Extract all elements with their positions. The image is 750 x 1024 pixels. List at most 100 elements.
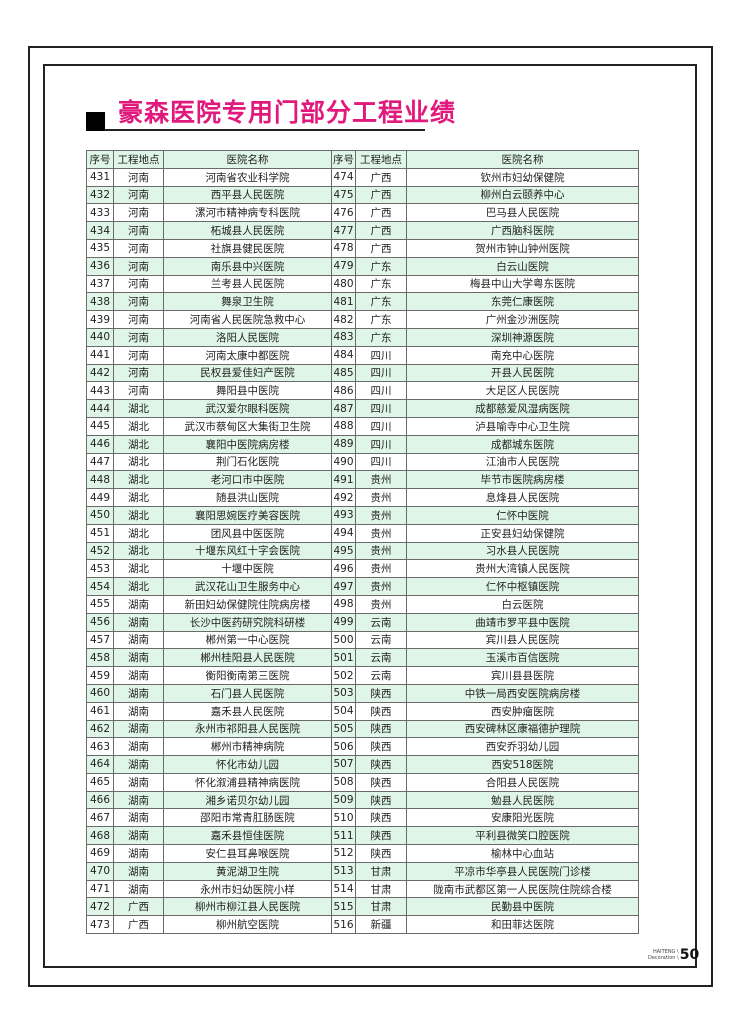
cell-seq: 449 [86, 488, 114, 507]
table-row: 435 河南 社旗县健民医院 478 广西 贺州市钟山钟州医院 [86, 238, 639, 258]
cell-hospital-name: 榆林中心血站 [406, 844, 639, 863]
cell-seq: 461 [86, 701, 114, 721]
cell-location: 湖南 [113, 612, 164, 632]
cell-location: 湖北 [113, 452, 164, 472]
cell-hospital-name: 白云山医院 [406, 256, 639, 276]
table-header-row: 序号 工程地点 医院名称 序号 工程地点 医院名称 [86, 150, 639, 169]
cell-location: 陕西 [355, 701, 407, 721]
cell-hospital-name: 郴州桂阳县人民医院 [163, 648, 332, 668]
cell-location: 广东 [355, 274, 407, 294]
cell-seq: 432 [86, 185, 114, 205]
cell-seq: 444 [86, 399, 114, 418]
cell-location: 湖北 [113, 434, 164, 454]
cell-location: 湖北 [113, 399, 164, 418]
cell-hospital-name: 深圳神源医院 [406, 327, 639, 347]
cell-hospital-name: 仁怀中枢镇医院 [406, 577, 639, 596]
cell-hospital-name: 洛阳人民医院 [163, 327, 332, 347]
cell-location: 湖南 [113, 772, 164, 792]
cell-seq: 477 [331, 221, 356, 240]
cell-hospital-name: 安康阳光医院 [406, 808, 639, 828]
cell-hospital-name: 南乐县中兴医院 [163, 256, 332, 276]
cell-hospital-name: 玉溪市百信医院 [406, 648, 639, 668]
cell-location: 陕西 [355, 844, 407, 863]
cell-hospital-name: 民权县爱佳妇产医院 [163, 363, 332, 383]
cell-hospital-name: 舞泉卫生院 [163, 292, 332, 312]
cell-location: 广西 [355, 185, 407, 205]
cell-seq: 456 [86, 612, 114, 632]
cell-location: 云南 [355, 648, 407, 668]
cell-location: 河南 [113, 363, 164, 383]
cell-location: 河南 [113, 381, 164, 401]
cell-seq: 472 [86, 897, 114, 917]
cell-hospital-name: 毕节市医院病房楼 [406, 470, 639, 490]
table-row: 460 湖南 石门县人民医院 503 陕西 中铁一局西安医院病房楼 [86, 683, 639, 703]
cell-seq: 451 [86, 523, 114, 543]
cell-location: 甘肃 [355, 861, 407, 881]
table-row: 466 湖南 湘乡诺贝尔幼儿园 509 陕西 勉县人民医院 [86, 790, 639, 810]
table-row: 462 湖南 永州市祁阳县人民医院 505 陕西 西安碑林区康福德护理院 [86, 719, 639, 739]
cell-seq: 458 [86, 648, 114, 668]
cell-location: 四川 [355, 345, 407, 365]
cell-hospital-name: 舞阳县中医院 [163, 381, 332, 401]
cell-seq: 434 [86, 221, 114, 240]
cell-seq: 470 [86, 861, 114, 881]
cell-seq: 469 [86, 844, 114, 863]
cell-location: 广西 [355, 238, 407, 258]
cell-seq: 455 [86, 594, 114, 614]
cell-hospital-name: 老河口市中医院 [163, 470, 332, 490]
cell-location: 河南 [113, 238, 164, 258]
cell-location: 甘肃 [355, 897, 407, 917]
cell-seq: 431 [86, 167, 114, 187]
cell-seq: 476 [331, 203, 356, 223]
table-row: 473 广西 柳州航空医院 516 新疆 和田菲达医院 [86, 915, 639, 935]
cell-seq: 506 [331, 737, 356, 757]
cell-seq: 497 [331, 577, 356, 596]
table-row: 451 湖北 团风县中医医院 494 贵州 正安县妇幼保健院 [86, 523, 639, 543]
cell-seq: 463 [86, 737, 114, 757]
cell-hospital-name: 衡阳衡南第三医院 [163, 666, 332, 685]
cell-location: 河南 [113, 256, 164, 276]
cell-location: 四川 [355, 452, 407, 472]
header-seq: 序号 [331, 150, 356, 169]
cell-hospital-name: 息烽县人民医院 [406, 488, 639, 507]
cell-location: 四川 [355, 434, 407, 454]
cell-location: 陕西 [355, 808, 407, 828]
cell-location: 贵州 [355, 541, 407, 561]
cell-seq: 480 [331, 274, 356, 294]
cell-location: 湖南 [113, 737, 164, 757]
cell-seq: 481 [331, 292, 356, 312]
cell-seq: 443 [86, 381, 114, 401]
cell-location: 贵州 [355, 488, 407, 507]
cell-seq: 509 [331, 790, 356, 810]
cell-hospital-name: 西安碑林区康福德护理院 [406, 719, 639, 739]
cell-hospital-name: 嘉禾县人民医院 [163, 701, 332, 721]
cell-hospital-name: 梅县中山大学粤东医院 [406, 274, 639, 294]
cell-location: 湖南 [113, 826, 164, 846]
cell-location: 四川 [355, 363, 407, 383]
title-underline [105, 129, 425, 131]
cell-location: 陕西 [355, 719, 407, 739]
cell-location: 河南 [113, 203, 164, 223]
cell-hospital-name: 贵州大湾镇人民医院 [406, 559, 639, 579]
cell-location: 广西 [355, 221, 407, 240]
cell-seq: 489 [331, 434, 356, 454]
cell-hospital-name: 广州金沙洲医院 [406, 310, 639, 329]
cell-hospital-name: 嘉禾县恒佳医院 [163, 826, 332, 846]
table-row: 459 湖南 衡阳衡南第三医院 502 云南 宾川县县医院 [86, 666, 639, 685]
cell-location: 贵州 [355, 559, 407, 579]
cell-seq: 503 [331, 683, 356, 703]
cell-location: 河南 [113, 310, 164, 329]
cell-hospital-name: 宾川县人民医院 [406, 630, 639, 650]
cell-hospital-name: 怀化溆浦县精神病医院 [163, 772, 332, 792]
cell-seq: 453 [86, 559, 114, 579]
cell-location: 陕西 [355, 772, 407, 792]
cell-seq: 471 [86, 879, 114, 899]
cell-seq: 490 [331, 452, 356, 472]
cell-seq: 516 [331, 915, 356, 935]
cell-location: 湖北 [113, 488, 164, 507]
cell-seq: 511 [331, 826, 356, 846]
cell-seq: 465 [86, 772, 114, 792]
cell-hospital-name: 安仁县耳鼻喉医院 [163, 844, 332, 863]
cell-location: 贵州 [355, 523, 407, 543]
cell-location: 湖南 [113, 755, 164, 774]
